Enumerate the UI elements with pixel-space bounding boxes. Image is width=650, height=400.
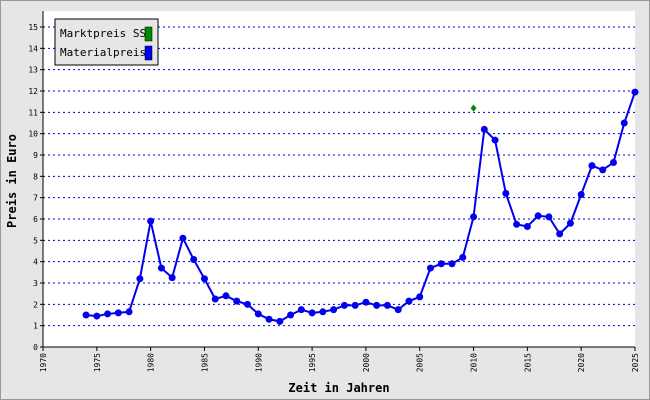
data-point (513, 220, 521, 228)
data-point (577, 190, 585, 198)
data-point (620, 119, 628, 127)
y-tick-label: 14 (28, 44, 38, 53)
y-tick-label: 3 (33, 279, 38, 288)
data-point (470, 104, 477, 112)
plot-area (43, 11, 635, 347)
y-tick-label: 4 (33, 258, 38, 267)
x-tick-label: 2010 (470, 353, 479, 372)
data-point (362, 298, 370, 306)
data-point (287, 311, 295, 319)
data-point (104, 310, 112, 318)
x-tick-label: 1995 (308, 353, 317, 372)
data-point (502, 189, 510, 197)
data-point (330, 306, 338, 314)
data-point (265, 315, 273, 323)
data-point (233, 297, 241, 305)
x-tick-label: 2005 (416, 353, 425, 372)
data-point (459, 253, 467, 261)
data-point (426, 264, 434, 272)
data-point (545, 213, 553, 221)
data-point (437, 260, 445, 268)
data-point (179, 234, 187, 242)
y-tick-label: 15 (28, 23, 38, 32)
data-point (93, 312, 101, 320)
y-tick-label: 12 (28, 87, 38, 96)
data-point (114, 309, 122, 317)
x-tick-label: 1970 (39, 353, 48, 372)
x-tick-label: 1975 (93, 353, 102, 372)
data-point (276, 317, 284, 325)
data-point (211, 295, 219, 303)
data-point (383, 301, 391, 309)
data-point (82, 311, 90, 319)
data-point (416, 293, 424, 301)
data-point (373, 301, 381, 309)
x-tick-label: 2000 (362, 353, 371, 372)
y-tick-label: 7 (33, 194, 38, 203)
data-point (319, 308, 327, 316)
data-point (351, 301, 359, 309)
x-axis-label: Zeit in Jahren (288, 381, 389, 395)
y-axis-label: Preis in Euro (5, 134, 19, 228)
data-point (394, 306, 402, 314)
data-point (136, 275, 144, 283)
data-point (470, 213, 478, 221)
legend-label: Marktpreis SS (60, 27, 146, 40)
y-tick-label: 1 (33, 322, 38, 331)
data-point (491, 136, 499, 144)
data-point (599, 166, 607, 174)
x-tick-label: 1980 (147, 353, 156, 372)
x-tick-label: 2025 (631, 353, 640, 372)
data-point (244, 300, 252, 308)
y-tick-label: 11 (28, 108, 38, 117)
x-tick-label: 1990 (254, 353, 263, 372)
data-point (200, 275, 208, 283)
data-point (609, 158, 617, 166)
x-tick-label: 2015 (523, 353, 532, 372)
data-point (254, 310, 262, 318)
data-point (308, 309, 316, 317)
data-point (340, 301, 348, 309)
y-tick-label: 0 (33, 343, 38, 352)
data-point (157, 264, 165, 272)
legend-swatch (144, 26, 153, 42)
data-point (480, 125, 488, 133)
data-point (222, 292, 230, 300)
data-point (566, 219, 574, 227)
data-point (125, 308, 133, 316)
y-tick-label: 13 (28, 66, 38, 75)
y-tick-label: 2 (33, 300, 38, 309)
y-tick-label: 5 (33, 236, 38, 245)
y-tick-label: 8 (33, 172, 38, 181)
y-tick-label: 6 (33, 215, 38, 224)
x-tick-label: 2020 (577, 353, 586, 372)
data-point (556, 230, 564, 238)
legend-swatch (144, 45, 153, 61)
data-point (147, 217, 155, 225)
data-point (190, 256, 198, 264)
x-tick-label: 1985 (200, 353, 209, 372)
data-point (631, 88, 639, 96)
y-tick-label: 10 (28, 130, 38, 139)
y-tick-label: 9 (33, 151, 38, 160)
data-point (588, 162, 596, 170)
series-line (85, 91, 636, 323)
data-point (448, 260, 456, 268)
data-point (168, 274, 176, 282)
data-point (534, 212, 542, 220)
data-point (405, 297, 413, 305)
legend-box (54, 18, 159, 66)
data-point (297, 306, 305, 314)
legend-label: Materialpreis (60, 46, 146, 59)
legend: Marktpreis SS Materialpreis (54, 18, 159, 66)
data-point (523, 222, 531, 230)
